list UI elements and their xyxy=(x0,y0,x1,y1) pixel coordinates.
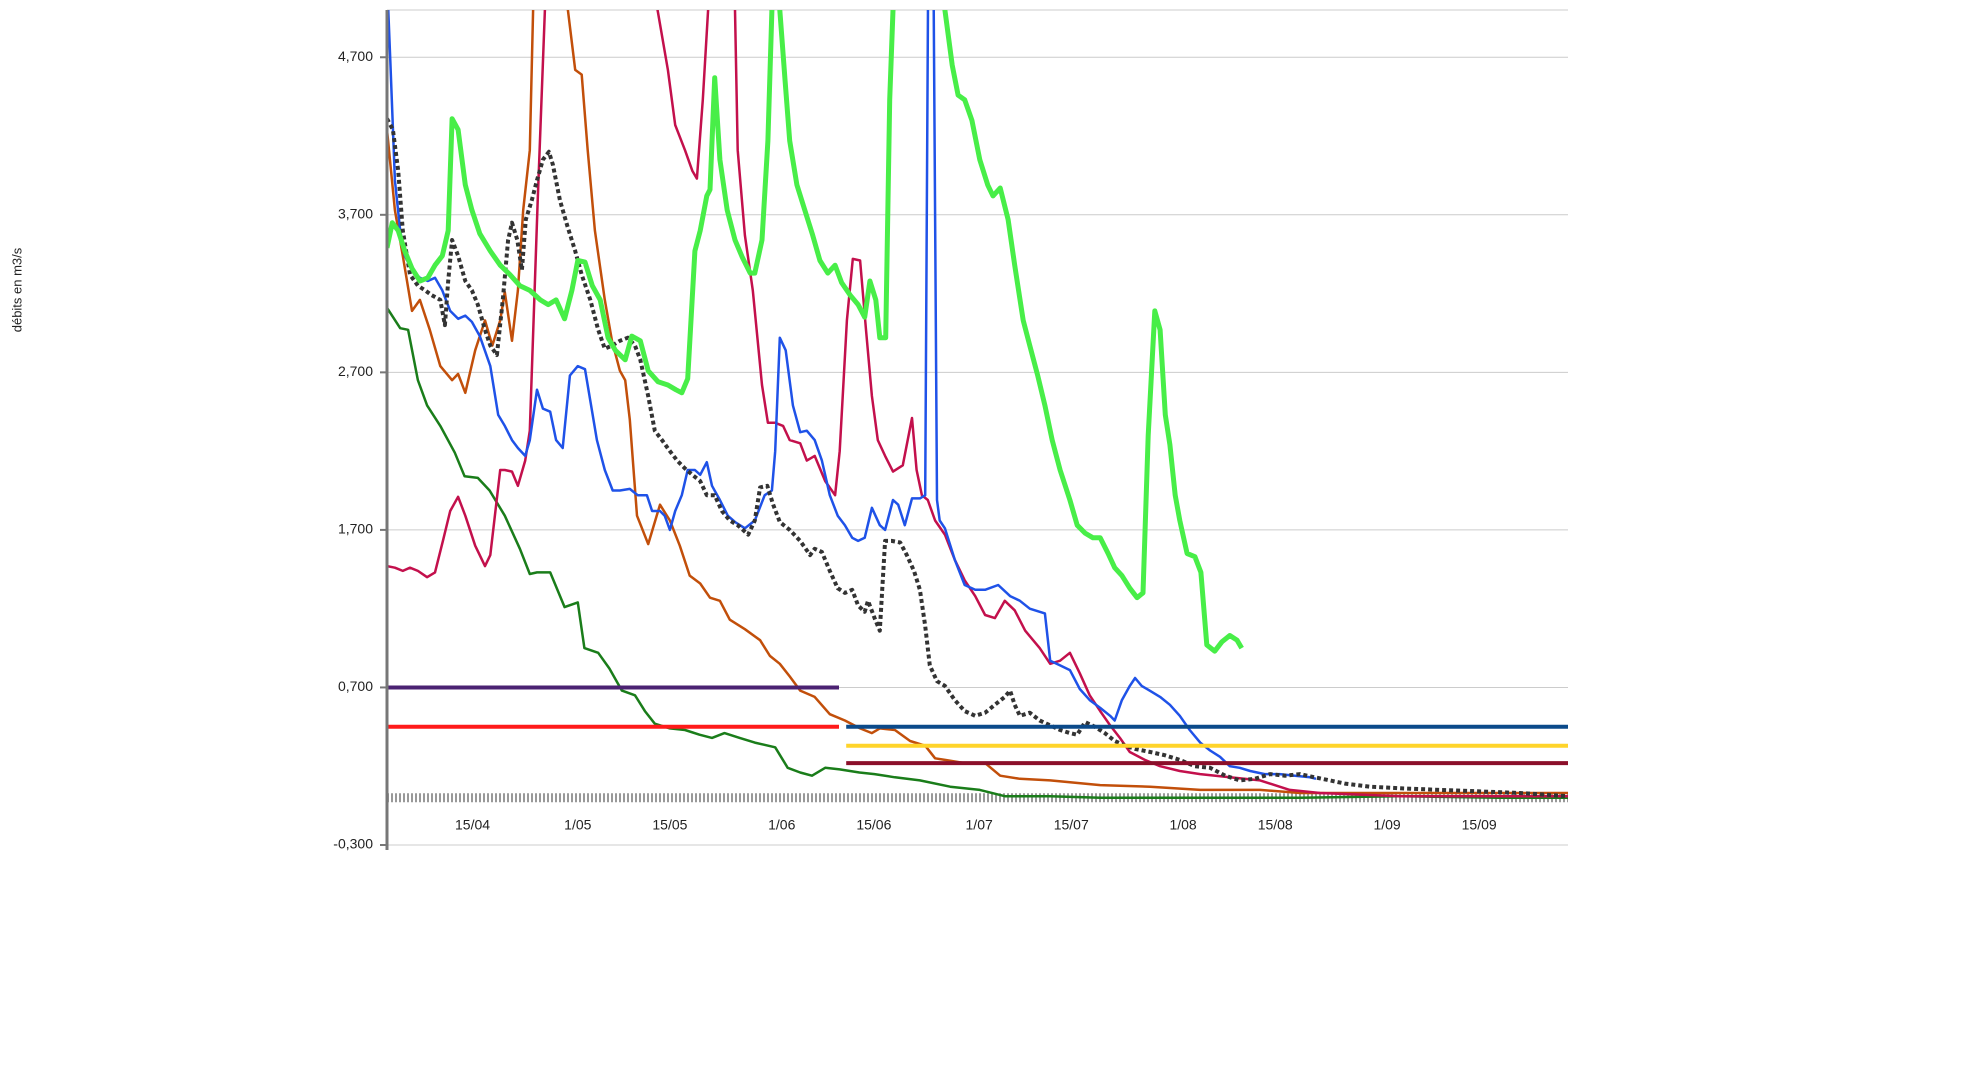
data-line xyxy=(387,307,1568,799)
axis-labels: -0,300 0,700 1,700 2,700 3,700 4,700 15/04 1/05… xyxy=(333,48,1497,852)
x-tick-label: 1/09 xyxy=(1373,817,1400,833)
x-tick-label: 15/09 xyxy=(1462,817,1497,833)
y-tick-label: -0,300 xyxy=(333,836,373,852)
x-tick-label: 1/08 xyxy=(1169,817,1196,833)
x-tick-label: 1/07 xyxy=(966,817,993,833)
x-tick-label: 15/06 xyxy=(856,817,891,833)
data-line xyxy=(387,10,1568,798)
plot-area xyxy=(387,10,1568,803)
y-tick-label: 1,700 xyxy=(338,521,373,537)
y-tick-label: 0,700 xyxy=(338,678,373,694)
x-tick-label: 1/06 xyxy=(768,817,795,833)
y-axis-title: débits en m3/s xyxy=(9,247,24,332)
data-line xyxy=(387,10,1317,781)
y-tick-label: 3,700 xyxy=(338,206,373,222)
x-tick-label: 15/04 xyxy=(455,817,490,833)
x-tick-label: 15/05 xyxy=(652,817,687,833)
x-tick-label: 1/05 xyxy=(564,817,591,833)
x-tick-label: 15/07 xyxy=(1054,817,1089,833)
y-tick-label: 4,700 xyxy=(338,48,373,64)
data-line xyxy=(387,117,1568,799)
x-tick-label: 15/08 xyxy=(1258,817,1293,833)
data-line xyxy=(387,10,1244,654)
data-line xyxy=(387,10,1568,795)
y-tick-label: 2,700 xyxy=(338,363,373,379)
